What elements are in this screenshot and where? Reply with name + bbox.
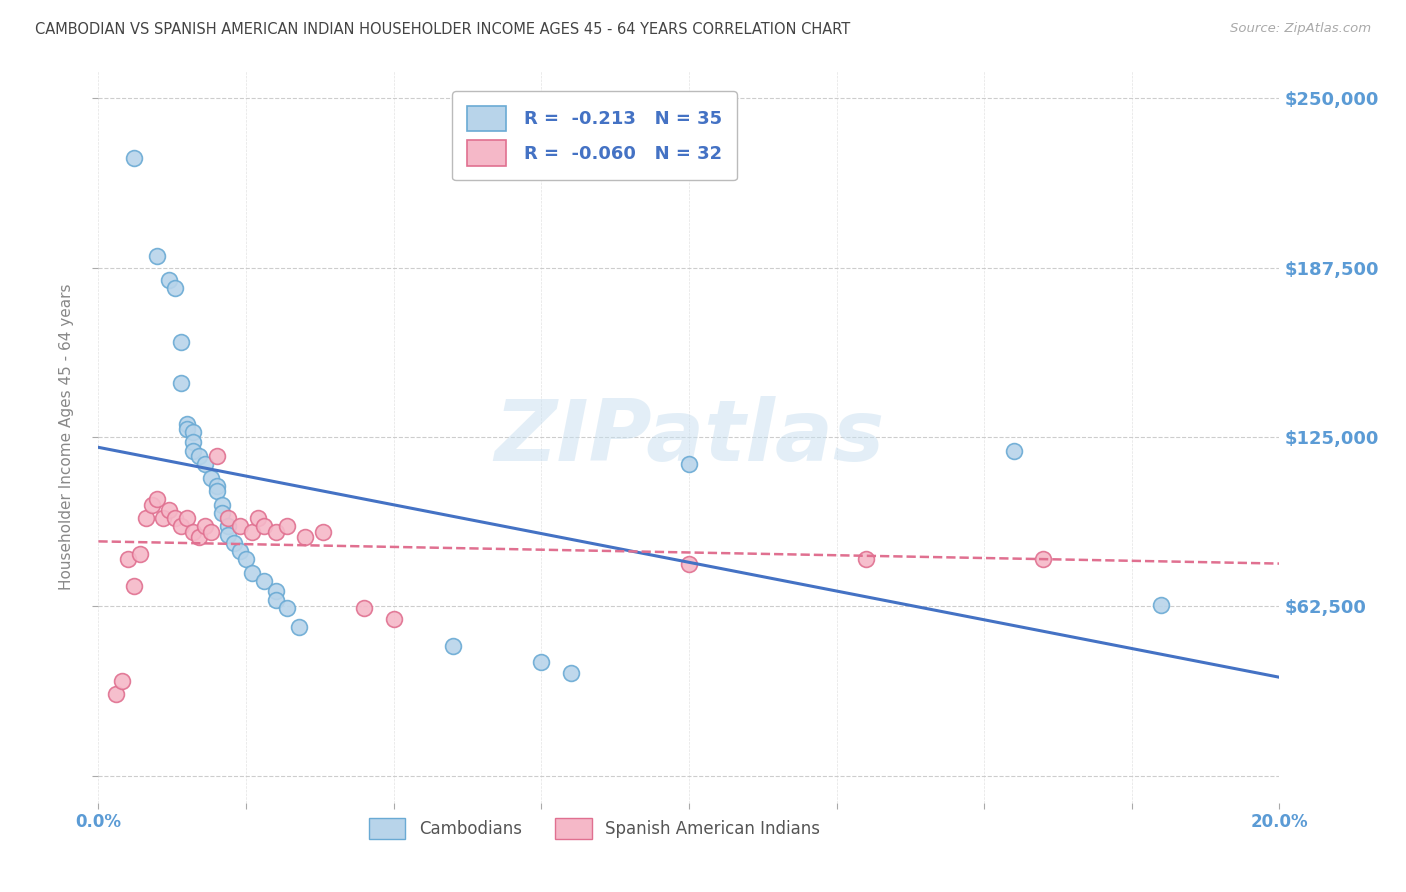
- Point: [353, 600, 375, 615]
- Point: [264, 584, 287, 599]
- Point: [224, 535, 246, 549]
- Point: [152, 511, 174, 525]
- Point: [157, 273, 180, 287]
- Point: [246, 511, 269, 525]
- Point: [181, 425, 204, 439]
- Point: [240, 566, 263, 580]
- Point: [181, 435, 204, 450]
- Point: [187, 449, 209, 463]
- Point: [312, 524, 335, 539]
- Point: [217, 527, 239, 541]
- Point: [211, 498, 233, 512]
- Point: [253, 519, 276, 533]
- Point: [187, 530, 209, 544]
- Point: [181, 524, 204, 539]
- Point: [165, 281, 187, 295]
- Point: [560, 665, 582, 680]
- Point: [194, 457, 217, 471]
- Point: [176, 511, 198, 525]
- Point: [530, 655, 553, 669]
- Point: [128, 547, 150, 561]
- Point: [240, 524, 263, 539]
- Point: [229, 519, 252, 533]
- Point: [253, 574, 276, 588]
- Point: [264, 592, 287, 607]
- Point: [122, 151, 145, 165]
- Point: [276, 600, 298, 615]
- Point: [181, 443, 204, 458]
- Point: [117, 552, 139, 566]
- Point: [170, 519, 193, 533]
- Legend: Cambodians, Spanish American Indians: Cambodians, Spanish American Indians: [363, 811, 827, 846]
- Text: Source: ZipAtlas.com: Source: ZipAtlas.com: [1230, 22, 1371, 36]
- Point: [135, 511, 157, 525]
- Point: [276, 519, 298, 533]
- Text: CAMBODIAN VS SPANISH AMERICAN INDIAN HOUSEHOLDER INCOME AGES 45 - 64 YEARS CORRE: CAMBODIAN VS SPANISH AMERICAN INDIAN HOU…: [35, 22, 851, 37]
- Point: [165, 511, 187, 525]
- Point: [176, 417, 198, 431]
- Y-axis label: Householder Income Ages 45 - 64 years: Householder Income Ages 45 - 64 years: [59, 284, 75, 591]
- Point: [122, 579, 145, 593]
- Point: [855, 552, 877, 566]
- Point: [205, 479, 228, 493]
- Point: [200, 471, 222, 485]
- Point: [157, 503, 180, 517]
- Point: [200, 524, 222, 539]
- Point: [217, 511, 239, 525]
- Point: [229, 544, 252, 558]
- Point: [205, 449, 228, 463]
- Point: [170, 376, 193, 390]
- Point: [288, 620, 311, 634]
- Point: [217, 519, 239, 533]
- Point: [1150, 598, 1173, 612]
- Point: [678, 457, 700, 471]
- Point: [382, 611, 405, 625]
- Point: [441, 639, 464, 653]
- Point: [1002, 443, 1025, 458]
- Point: [1032, 552, 1054, 566]
- Point: [205, 484, 228, 499]
- Point: [678, 558, 700, 572]
- Point: [264, 524, 287, 539]
- Point: [146, 492, 169, 507]
- Point: [170, 335, 193, 350]
- Point: [111, 673, 134, 688]
- Point: [141, 498, 163, 512]
- Point: [105, 688, 128, 702]
- Point: [235, 552, 257, 566]
- Point: [294, 530, 316, 544]
- Point: [146, 249, 169, 263]
- Text: ZIPatlas: ZIPatlas: [494, 395, 884, 479]
- Point: [176, 422, 198, 436]
- Point: [211, 506, 233, 520]
- Point: [194, 519, 217, 533]
